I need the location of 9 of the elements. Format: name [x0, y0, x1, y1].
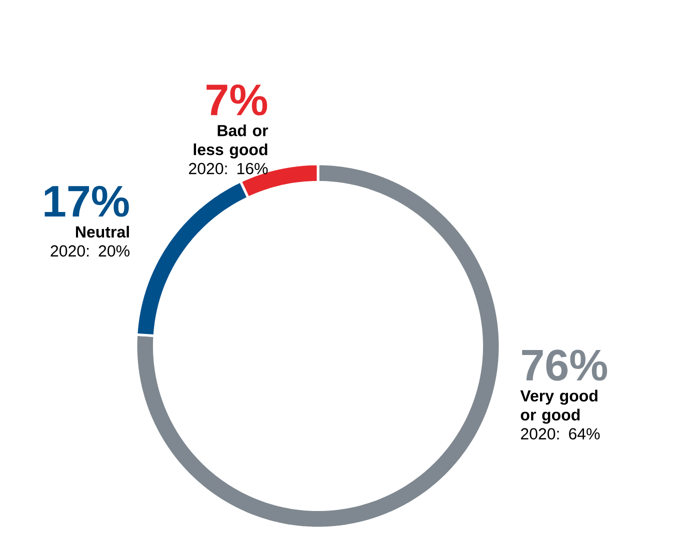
slice-label: Very good or good: [520, 390, 598, 424]
text: 2020: 64%: [521, 428, 600, 440]
slice-label: Neutral: [76, 226, 129, 238]
data-label: 7%: [206, 84, 268, 116]
data-label: 76%: [522, 350, 608, 381]
data-label: 17%: [44, 186, 129, 217]
text: 2020: 16%: [189, 162, 268, 174]
text: 2020: 20%: [50, 245, 130, 257]
slice-label: Bad or less good: [194, 124, 268, 158]
